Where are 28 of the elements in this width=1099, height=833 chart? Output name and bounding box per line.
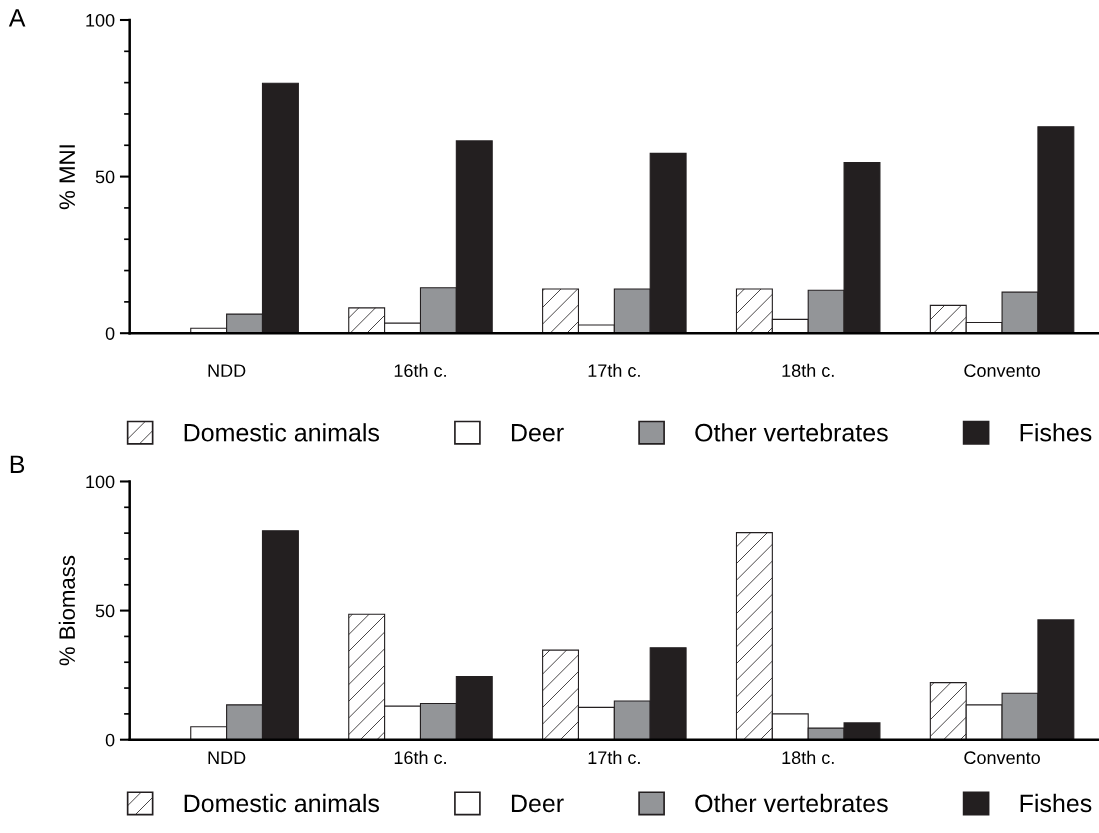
legend-label: Fishes [1020, 423, 1092, 442]
y-axis-title: % MNI [59, 145, 75, 210]
x-tick-label: Convento [964, 364, 1040, 378]
x-tick-label: 18th c. [782, 363, 834, 378]
x-tick-label: NDD [208, 364, 246, 377]
chart-title: A [8, 9, 26, 27]
legend-label: Domestic animals [184, 793, 380, 813]
legend-label: Fishes [1020, 793, 1092, 813]
x-tick-label: 17th c. [588, 750, 640, 765]
x-tick-label: 16th c. [394, 363, 446, 378]
y-tick-label: 100 [86, 13, 115, 27]
legend-label: Deer [511, 794, 564, 813]
x-tick-label: 18th c. [782, 750, 834, 765]
y-tick-label: 0 [105, 733, 115, 747]
chart-title: B [10, 455, 25, 473]
legend-label: Other vertebrates [695, 423, 888, 442]
y-axis-title: % Biomass [58, 555, 76, 666]
y-tick-label: 50 [95, 604, 115, 618]
x-tick-label: 17th c. [588, 363, 640, 378]
y-tick-label: 100 [86, 475, 115, 489]
legend-label: Other vertebrates [695, 793, 888, 813]
x-tick-label: 16th c. [394, 750, 446, 765]
y-tick-label: 50 [95, 170, 115, 184]
x-tick-label: NDD [208, 751, 246, 764]
x-tick-label: Convento [964, 751, 1040, 765]
legend-label: Domestic animals [184, 423, 380, 442]
y-tick-label: 0 [105, 327, 115, 340]
legend-label: Deer [511, 424, 564, 442]
